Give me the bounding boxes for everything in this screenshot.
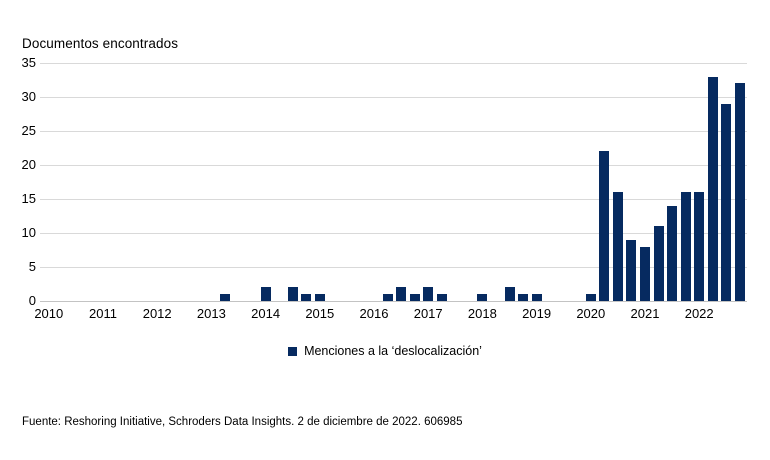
bar-2014-T3 <box>287 287 298 301</box>
bar-2022-T1 <box>694 192 705 301</box>
bar-2022-T2 <box>707 77 718 301</box>
x-axis-tick-label: 2011 <box>89 306 117 321</box>
gridline <box>40 199 747 200</box>
bar-2018-T4 <box>518 294 528 301</box>
y-axis-tick-label: 30 <box>21 89 36 104</box>
bar-2020-T4 <box>626 240 637 301</box>
bar-2018-T1 <box>477 294 488 301</box>
x-axis-tick-label: 2017 <box>413 306 443 321</box>
bar-2016-T4 <box>409 294 420 301</box>
bar-2021-T1 <box>640 247 650 301</box>
x-axis-tick-label: 2019 <box>522 306 552 321</box>
y-axis-tick-label: 20 <box>21 157 36 172</box>
gridline <box>40 63 747 64</box>
y-axis-tick-label: 15 <box>21 191 36 206</box>
x-axis-tick-label: 2014 <box>251 306 281 321</box>
bar-2014-T1 <box>260 287 271 301</box>
bar-2014-T4 <box>301 294 312 301</box>
legend-label: Menciones a la ‘deslocalización’ <box>304 344 482 358</box>
bar-2022-T4 <box>734 83 745 301</box>
bar-2021-T3 <box>667 206 678 301</box>
y-axis-tick-label: 5 <box>28 259 36 274</box>
gridline <box>40 165 747 166</box>
x-axis-tick-label: 2015 <box>305 306 335 321</box>
x-axis-line <box>40 301 747 302</box>
y-axis-tick-label: 35 <box>21 55 36 70</box>
gridline <box>40 233 747 234</box>
y-axis-tick-label: 10 <box>21 225 36 240</box>
bar-2016-T2 <box>382 294 393 301</box>
x-axis-tick-label: 2020 <box>576 306 606 321</box>
legend: Menciones a la ‘deslocalización’ <box>0 344 770 358</box>
x-axis-tick-label: 2018 <box>467 306 497 321</box>
chart-title: Documentos encontrados <box>22 36 179 51</box>
x-axis-tick-label: 2022 <box>684 306 714 321</box>
bar-2017-T1 <box>423 287 434 301</box>
x-axis-tick-label: 2012 <box>142 306 172 321</box>
bar-2015-T1 <box>314 294 325 301</box>
gridline <box>40 131 747 132</box>
bar-2019-T1 <box>531 294 542 301</box>
bar-2020-T1 <box>585 294 596 301</box>
bar-2021-T4 <box>680 192 691 301</box>
bar-2020-T3 <box>612 192 623 301</box>
source-note: Fuente: Reshoring Initiative, Schroders … <box>22 416 463 428</box>
bar-2021-T2 <box>653 226 664 301</box>
bar-2017-T2 <box>436 294 447 301</box>
bar-2020-T2 <box>599 151 610 301</box>
gridline <box>40 97 747 98</box>
x-axis-tick-label: 2021 <box>630 306 660 321</box>
bar-2018-T3 <box>504 287 515 301</box>
y-axis-tick-label: 0 <box>28 293 36 308</box>
y-axis-tick-label: 25 <box>21 123 36 138</box>
x-axis-tick-label: 2010 <box>34 306 64 321</box>
x-axis-tick-label: 2016 <box>359 306 389 321</box>
gridline <box>40 267 747 268</box>
bar-2022-T3 <box>721 104 732 301</box>
bar-2016-T3 <box>396 287 407 301</box>
legend-marker-square-icon <box>288 346 298 356</box>
x-axis-tick-label: 2013 <box>196 306 226 321</box>
bar-2013-T2 <box>219 294 230 301</box>
